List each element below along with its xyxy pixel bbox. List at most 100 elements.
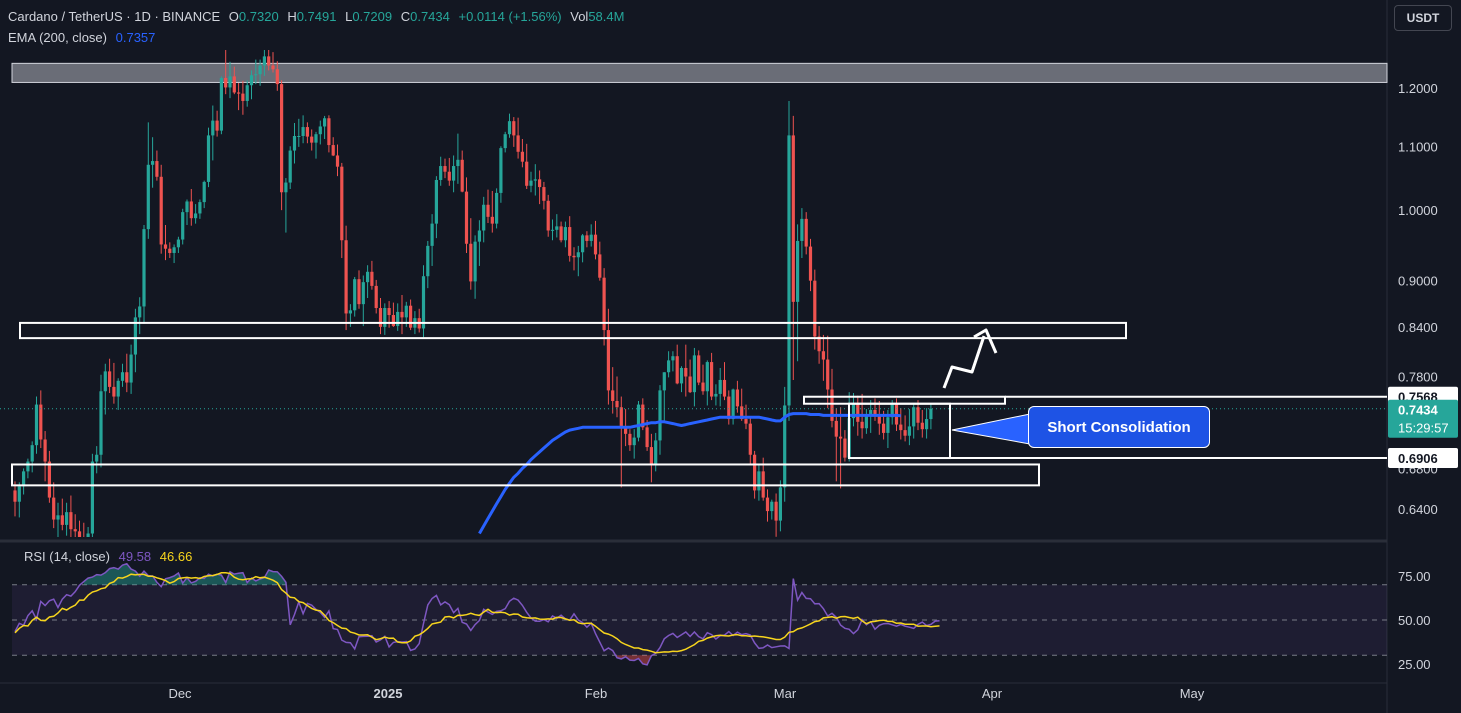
- candle-down: [215, 120, 219, 131]
- price-tick-label: 1.1000: [1398, 139, 1438, 154]
- candle-down: [112, 386, 116, 397]
- candle-down: [512, 121, 516, 136]
- candle-up: [288, 150, 292, 183]
- ema-legend[interactable]: EMA (200, close) 0.7357: [8, 30, 160, 45]
- candle-up: [563, 227, 567, 241]
- symbol-title[interactable]: Cardano / TetherUS · 1D · BINANCE: [8, 9, 221, 24]
- candle-up: [912, 407, 916, 427]
- candle-down: [310, 136, 314, 143]
- price-tick-label: 0.8400: [1398, 320, 1438, 335]
- candle-down: [546, 200, 550, 231]
- candle-down: [224, 78, 228, 88]
- candle-down: [606, 330, 610, 391]
- candle-up: [434, 179, 438, 224]
- candle-up: [176, 239, 180, 248]
- candle-up: [499, 148, 503, 193]
- candle-down: [525, 161, 529, 186]
- candle-down: [13, 490, 17, 502]
- rsi-legend[interactable]: RSI (14, close) 49.58 46.66: [24, 549, 197, 564]
- candle-up: [56, 515, 60, 520]
- candle-up: [30, 445, 34, 462]
- candle-up: [439, 166, 443, 180]
- candle-up: [219, 78, 223, 131]
- support-zone-box: [11, 463, 1040, 487]
- candle-down: [391, 315, 395, 327]
- candle-up: [658, 390, 662, 441]
- support-price-tag: 0.6906: [1398, 451, 1438, 466]
- candle-down: [344, 240, 348, 314]
- candle-up: [929, 408, 933, 420]
- candle-down: [572, 255, 576, 258]
- currency-button[interactable]: USDT: [1394, 5, 1452, 31]
- candle-up: [146, 164, 150, 230]
- candle-down: [327, 118, 331, 146]
- candle-down: [490, 216, 494, 224]
- candle-down: [735, 389, 739, 407]
- candle-down: [125, 372, 129, 383]
- candle-down: [675, 356, 679, 384]
- candle-down: [331, 145, 335, 156]
- candle-up: [323, 118, 327, 127]
- ema-label: EMA (200, close): [8, 30, 107, 45]
- candle-down: [856, 403, 860, 422]
- zigzag-up-arrow-icon: [942, 335, 986, 389]
- volume-label: Vol: [570, 9, 589, 24]
- candle-down: [873, 409, 877, 417]
- candle-down: [740, 406, 744, 420]
- candle-up: [473, 241, 477, 282]
- candle-down: [826, 359, 830, 390]
- candle-down: [237, 92, 241, 94]
- time-tick-label: Apr: [982, 686, 1003, 701]
- candle-up: [99, 391, 103, 455]
- price-tick-label: 0.9000: [1398, 274, 1438, 289]
- candle-down: [834, 420, 838, 437]
- candle-down: [400, 311, 404, 318]
- candle-down: [271, 65, 275, 70]
- candle-down: [335, 155, 340, 167]
- low-value: 0.7209: [352, 9, 393, 24]
- candle-up: [348, 310, 352, 314]
- time-tick-label: May: [1180, 686, 1205, 701]
- candle-up: [679, 367, 684, 384]
- candle-up: [757, 471, 761, 491]
- candle-up: [181, 212, 185, 240]
- candle-down: [559, 226, 563, 241]
- candle-down: [765, 497, 770, 512]
- candle-up: [245, 85, 249, 101]
- short-consolidation-callout[interactable]: Short Consolidation: [1028, 406, 1210, 448]
- candle-up: [890, 404, 894, 418]
- candle-down: [821, 351, 825, 360]
- ema-line: [0, 408, 1387, 535]
- candle-up: [172, 247, 176, 253]
- candle-down: [830, 389, 834, 421]
- candle-down: [370, 271, 374, 286]
- time-tick-label: 2025: [374, 686, 403, 701]
- candle-down: [443, 166, 447, 172]
- candle-down: [624, 426, 628, 434]
- candle-down: [520, 151, 524, 162]
- candle-up: [292, 136, 297, 151]
- candle-up: [507, 121, 512, 135]
- candle-up: [426, 245, 430, 277]
- candle-up: [90, 461, 94, 534]
- candle-up: [22, 471, 26, 487]
- candle-up: [194, 213, 198, 219]
- candle-down: [903, 430, 907, 436]
- candle-up: [800, 218, 804, 241]
- candle-down: [899, 424, 903, 431]
- price-tick-label: 0.7800: [1398, 370, 1438, 385]
- candle-down: [916, 407, 920, 423]
- candle-up: [718, 379, 722, 394]
- candle-down: [628, 433, 632, 446]
- candle-up: [206, 135, 211, 182]
- candle-up: [529, 180, 533, 186]
- candle-up: [249, 75, 254, 86]
- candle-up: [421, 276, 426, 329]
- candle-down: [275, 69, 279, 85]
- candle-up: [456, 159, 460, 167]
- candle-down: [43, 439, 47, 462]
- candle-up: [198, 202, 202, 214]
- candle-up: [211, 120, 215, 136]
